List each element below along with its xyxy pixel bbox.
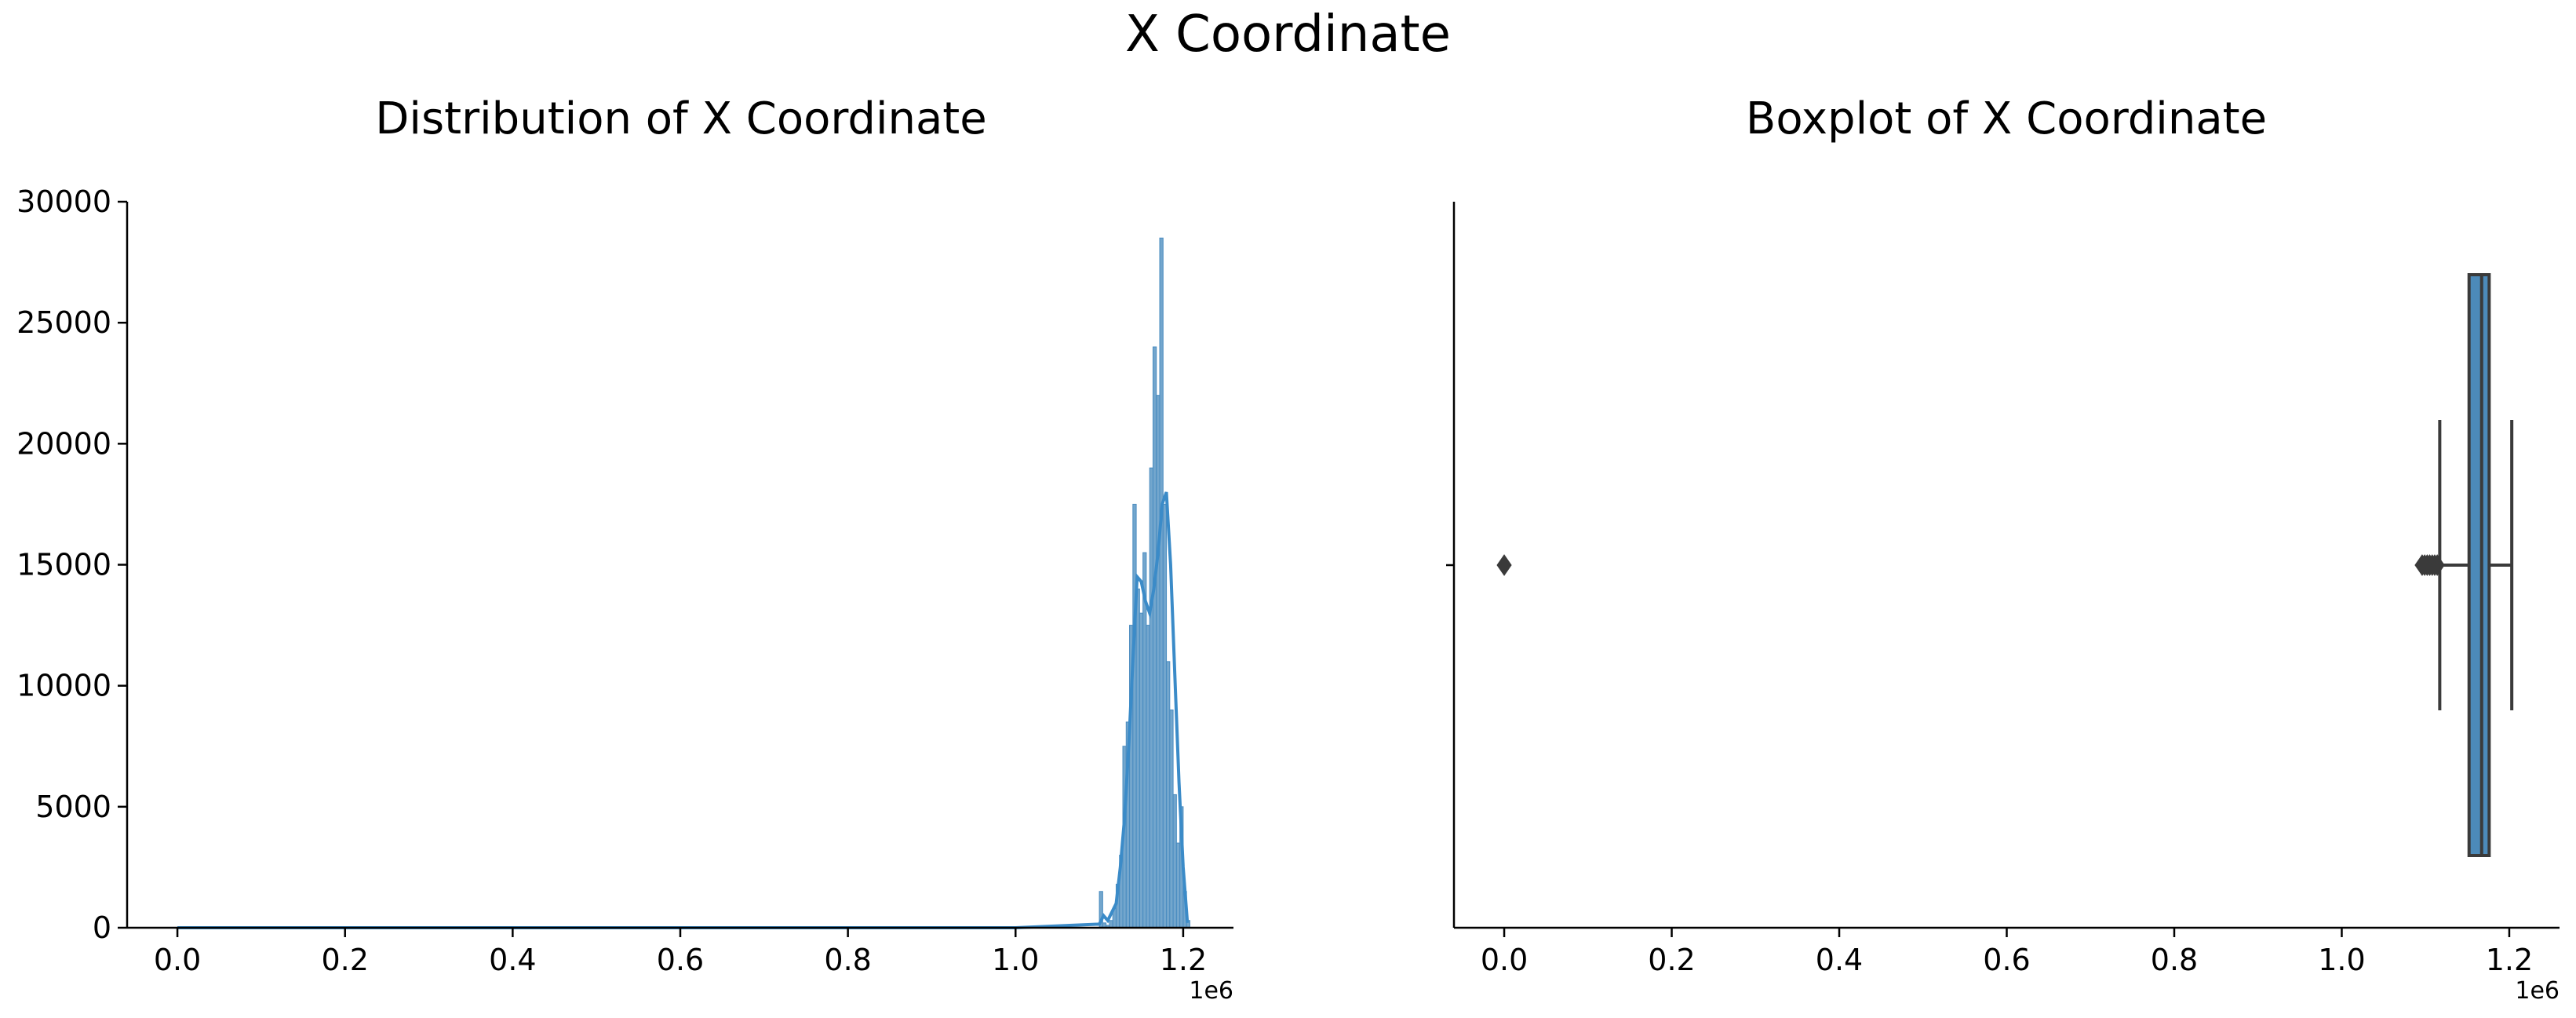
y-tick-label: 5000: [35, 790, 111, 824]
outlier-point: [1496, 554, 1512, 576]
boxplot-title: Boxplot of X Coordinate: [1746, 93, 2267, 144]
histogram-bars: [1099, 237, 1190, 929]
boxplot-panel: Boxplot of X Coordinate 0.0 0.2 0.4 0.6 0.8 1…: [1446, 93, 2560, 1005]
boxplot-elements: [1496, 273, 2514, 857]
y-tick-label: 0: [93, 910, 111, 945]
x-tick-label: 0.0: [1481, 943, 1528, 977]
histogram-bar: [1149, 467, 1153, 929]
histogram-bar: [1132, 503, 1137, 929]
x-tick-label: 0.8: [2151, 943, 2198, 977]
histogram-bar: [1175, 842, 1181, 929]
histogram-bar: [1135, 588, 1140, 929]
x-tick-label: 0.6: [657, 943, 704, 977]
boxplot-x-ticks: 0.0 0.2 0.4 0.6 0.8 1.0 1.2: [1481, 928, 2533, 977]
x-tick-label: 0.2: [322, 943, 369, 977]
histogram-bar: [1156, 395, 1160, 929]
figure-suptitle: X Coordinate: [1124, 5, 1452, 64]
x-offset-label: 1e6: [2515, 977, 2560, 1005]
histogram-panel: Distribution of X Coordinate 0.0 0.2 0.4 0.…: [16, 93, 1233, 1005]
kde-curve: [177, 491, 1190, 929]
histogram-bar: [1159, 237, 1164, 929]
histogram-bar: [1169, 710, 1174, 929]
y-tick-label: 10000: [16, 669, 111, 703]
x-tick-label: 0.6: [1983, 943, 2030, 977]
histogram-bar: [1142, 552, 1147, 929]
x-tick-label: 1.2: [1160, 943, 1207, 977]
histogram-y-ticks: 0 5000 10000 15000 20000 25000 30000: [16, 184, 127, 945]
histogram-bar: [1139, 612, 1144, 929]
y-tick-label: 20000: [16, 426, 111, 461]
histogram-bar: [1109, 920, 1113, 929]
y-tick-label: 15000: [16, 548, 111, 582]
histogram-title: Distribution of X Coordinate: [375, 93, 986, 144]
x-tick-label: 1.2: [2486, 943, 2533, 977]
x-tick-label: 0.0: [154, 943, 201, 977]
x-tick-label: 0.4: [1816, 943, 1863, 977]
y-tick-label: 30000: [16, 184, 111, 219]
x-offset-label: 1e6: [1189, 977, 1233, 1005]
outlier-point: [2429, 554, 2445, 576]
x-tick-label: 0.8: [824, 943, 871, 977]
histogram-bar: [1152, 346, 1157, 929]
histogram-x-ticks: 0.0 0.2 0.4 0.6 0.8 1.0 1.2: [154, 928, 1207, 977]
x-tick-label: 0.4: [489, 943, 536, 977]
x-tick-label: 1.0: [2318, 943, 2365, 977]
x-tick-label: 1.0: [992, 943, 1039, 977]
histogram-bar: [1172, 794, 1177, 929]
histogram-bar: [1146, 625, 1150, 929]
histogram-bar: [1162, 503, 1168, 929]
interquartile-box: [2467, 273, 2491, 857]
x-tick-label: 0.2: [1648, 943, 1695, 977]
y-tick-label: 25000: [16, 305, 111, 340]
histogram-bar: [1166, 661, 1171, 929]
